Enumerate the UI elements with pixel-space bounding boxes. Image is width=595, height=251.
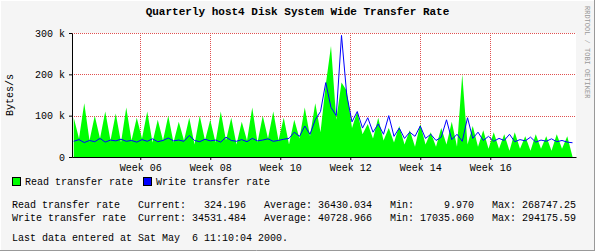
x-tick: Week 06 [120, 157, 162, 174]
y-axis-title: Bytes/s [5, 74, 16, 116]
x-tick-mark [140, 157, 141, 160]
x-tick-label: Week 10 [260, 163, 302, 174]
x-tick-label: Week 08 [190, 163, 232, 174]
stats-value: 268747.25 [522, 200, 576, 211]
x-axis: Week 06 Week 08 Week 10 Week 12 Week 14 Week … [73, 157, 577, 174]
x-tick: Week 16 [470, 157, 512, 174]
background [0, 0, 595, 251]
legend-swatch [144, 178, 152, 186]
stats-value: 40728.966 [318, 213, 372, 224]
line-series [74, 35, 573, 142]
x-tick-label: Week 12 [330, 163, 372, 174]
y-axis: 0 100 k 200 k 300 k [35, 29, 73, 164]
legend-swatch [13, 178, 21, 186]
plot-canvas [72, 33, 576, 157]
legend-label: Write transfer rate [156, 177, 270, 188]
y-tick-mark [69, 116, 72, 117]
bevel-top [0, 0, 595, 1]
x-tick-mark [420, 157, 421, 160]
stats-value: 9.970 [444, 200, 474, 211]
stats-value: 324.196 [204, 200, 246, 211]
grid [72, 33, 576, 158]
y-tick-mark [69, 74, 72, 75]
stats: Read transfer rate Current: 324.196 Average… [12, 200, 576, 224]
x-tick: Week 10 [260, 157, 302, 174]
x-tick: Week 14 [400, 157, 442, 174]
y-tick: 100 k [35, 111, 72, 122]
stats-value: 294175.59 [522, 213, 576, 224]
x-axis-line [73, 157, 577, 158]
legend-label: Read transfer rate [25, 177, 133, 188]
stats-row-name: Read transfer rate [12, 200, 120, 211]
chart-title: Quarterly host4 Disk System Wide Transfe… [146, 6, 450, 18]
x-tick-label: Week 06 [120, 163, 162, 174]
y-grid-line [72, 74, 576, 75]
y-tick-mark [69, 157, 72, 158]
y-tick: 300 k [35, 29, 72, 40]
stats-label: Current: [138, 200, 186, 211]
stats-value: 36430.034 [318, 200, 372, 211]
bevel-bottom [0, 250, 595, 251]
y-tick-label: 0 [59, 153, 65, 164]
y-tick-label: 200 k [35, 70, 65, 81]
stats-label: Average: [264, 200, 312, 211]
x-tick-mark [280, 157, 281, 160]
stats-value: 17035.060 [420, 213, 474, 224]
y-tick: 200 k [35, 70, 72, 81]
x-tick: Week 12 [330, 157, 372, 174]
stats-label: Average: [264, 213, 312, 224]
stats-label: Min: [390, 213, 414, 224]
y-tick-label: 100 k [35, 111, 65, 122]
stats-label: Max: [492, 200, 516, 211]
x-tick-mark [490, 157, 491, 160]
stats-label: Current: [138, 213, 186, 224]
x-tick: Week 08 [190, 157, 232, 174]
y-tick-mark [69, 33, 72, 34]
bevel-left [0, 0, 1, 251]
stats-label: Min: [390, 200, 414, 211]
legend: Read transfer rate Write transfer rate [13, 177, 271, 188]
y-grid-line [72, 157, 576, 158]
y-axis-line [72, 34, 73, 158]
x-tick-label: Week 16 [470, 163, 512, 174]
x-tick-mark [210, 157, 211, 160]
footer: Last data entered at Sat May 6 11:10:04 … [12, 233, 288, 244]
stats-value: 34531.484 [192, 213, 246, 224]
chart-container: Week 06 Week 08 Week 10 Week 12 Week 14 Week … [0, 0, 595, 251]
chart-svg: Week 06 Week 08 Week 10 Week 12 Week 14 Week … [0, 0, 595, 251]
y-tick: 0 [59, 153, 72, 164]
y-tick-label: 300 k [35, 29, 65, 40]
bevel-right [594, 0, 595, 251]
x-tick-mark [350, 157, 351, 160]
x-tick-label: Week 14 [400, 163, 442, 174]
stats-label: Max: [492, 213, 516, 224]
stats-row-name: Write transfer rate [12, 213, 126, 224]
credit: RRDTOOL / TOBI OETIKER [583, 6, 591, 99]
data-layer [74, 35, 573, 157]
y-grid-line [72, 33, 576, 34]
